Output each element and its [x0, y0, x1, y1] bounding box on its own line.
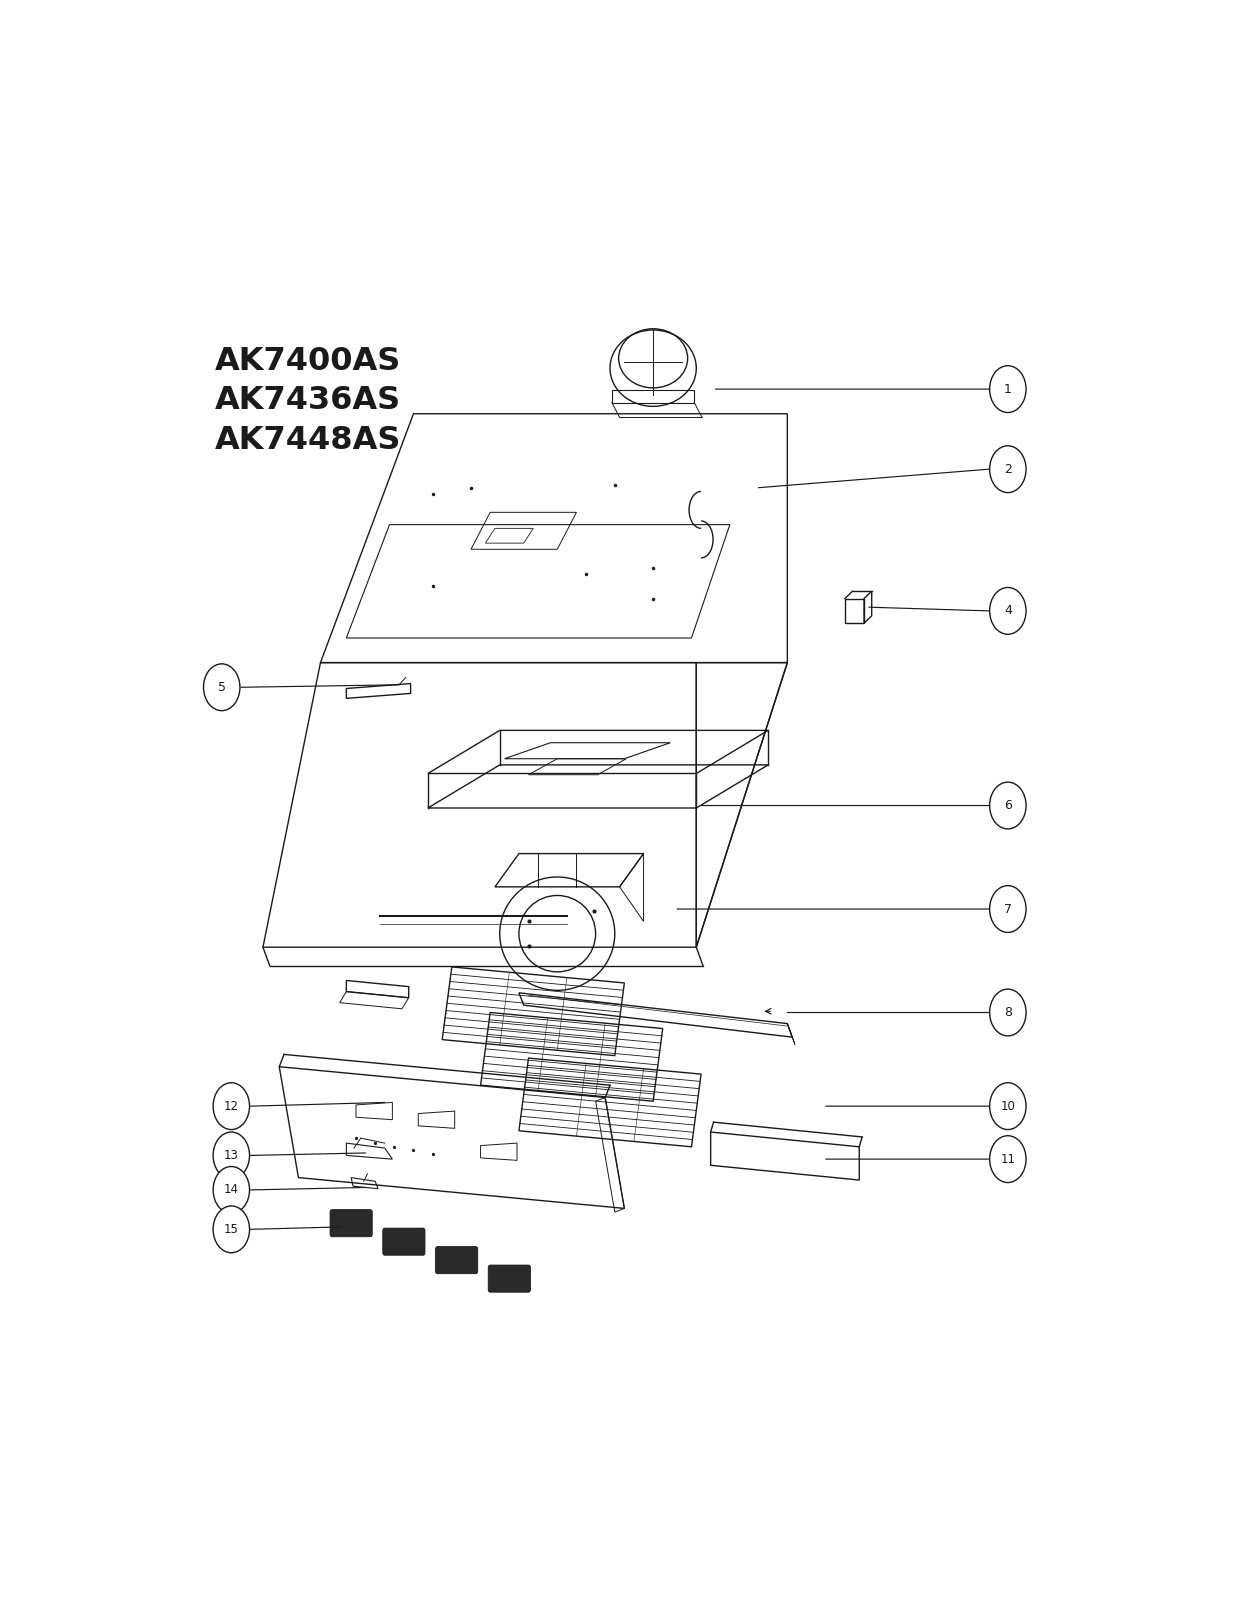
Text: 2: 2: [1004, 462, 1012, 475]
Text: 11: 11: [1001, 1152, 1016, 1166]
Circle shape: [990, 1136, 1025, 1182]
FancyBboxPatch shape: [489, 1266, 531, 1293]
Circle shape: [213, 1133, 250, 1179]
Circle shape: [990, 782, 1025, 829]
Text: 7: 7: [1004, 902, 1012, 915]
Circle shape: [990, 886, 1025, 933]
Text: 10: 10: [1001, 1099, 1016, 1112]
Text: 13: 13: [224, 1149, 239, 1162]
Circle shape: [990, 1083, 1025, 1130]
Text: 15: 15: [224, 1222, 239, 1235]
Circle shape: [213, 1083, 250, 1130]
Circle shape: [204, 664, 240, 710]
FancyBboxPatch shape: [330, 1210, 372, 1237]
Circle shape: [213, 1206, 250, 1253]
Text: 6: 6: [1004, 798, 1012, 813]
Text: 5: 5: [218, 680, 225, 694]
Text: 1: 1: [1004, 382, 1012, 395]
Circle shape: [213, 1166, 250, 1213]
FancyBboxPatch shape: [435, 1246, 477, 1274]
Circle shape: [990, 446, 1025, 493]
Text: 4: 4: [1004, 605, 1012, 618]
Text: AK7400AS
AK7436AS
AK7448AS: AK7400AS AK7436AS AK7448AS: [215, 346, 401, 456]
Circle shape: [990, 366, 1025, 413]
Circle shape: [990, 989, 1025, 1035]
Circle shape: [990, 587, 1025, 634]
FancyBboxPatch shape: [382, 1229, 426, 1256]
Text: 14: 14: [224, 1184, 239, 1197]
Text: 8: 8: [1004, 1006, 1012, 1019]
Text: 12: 12: [224, 1099, 239, 1112]
